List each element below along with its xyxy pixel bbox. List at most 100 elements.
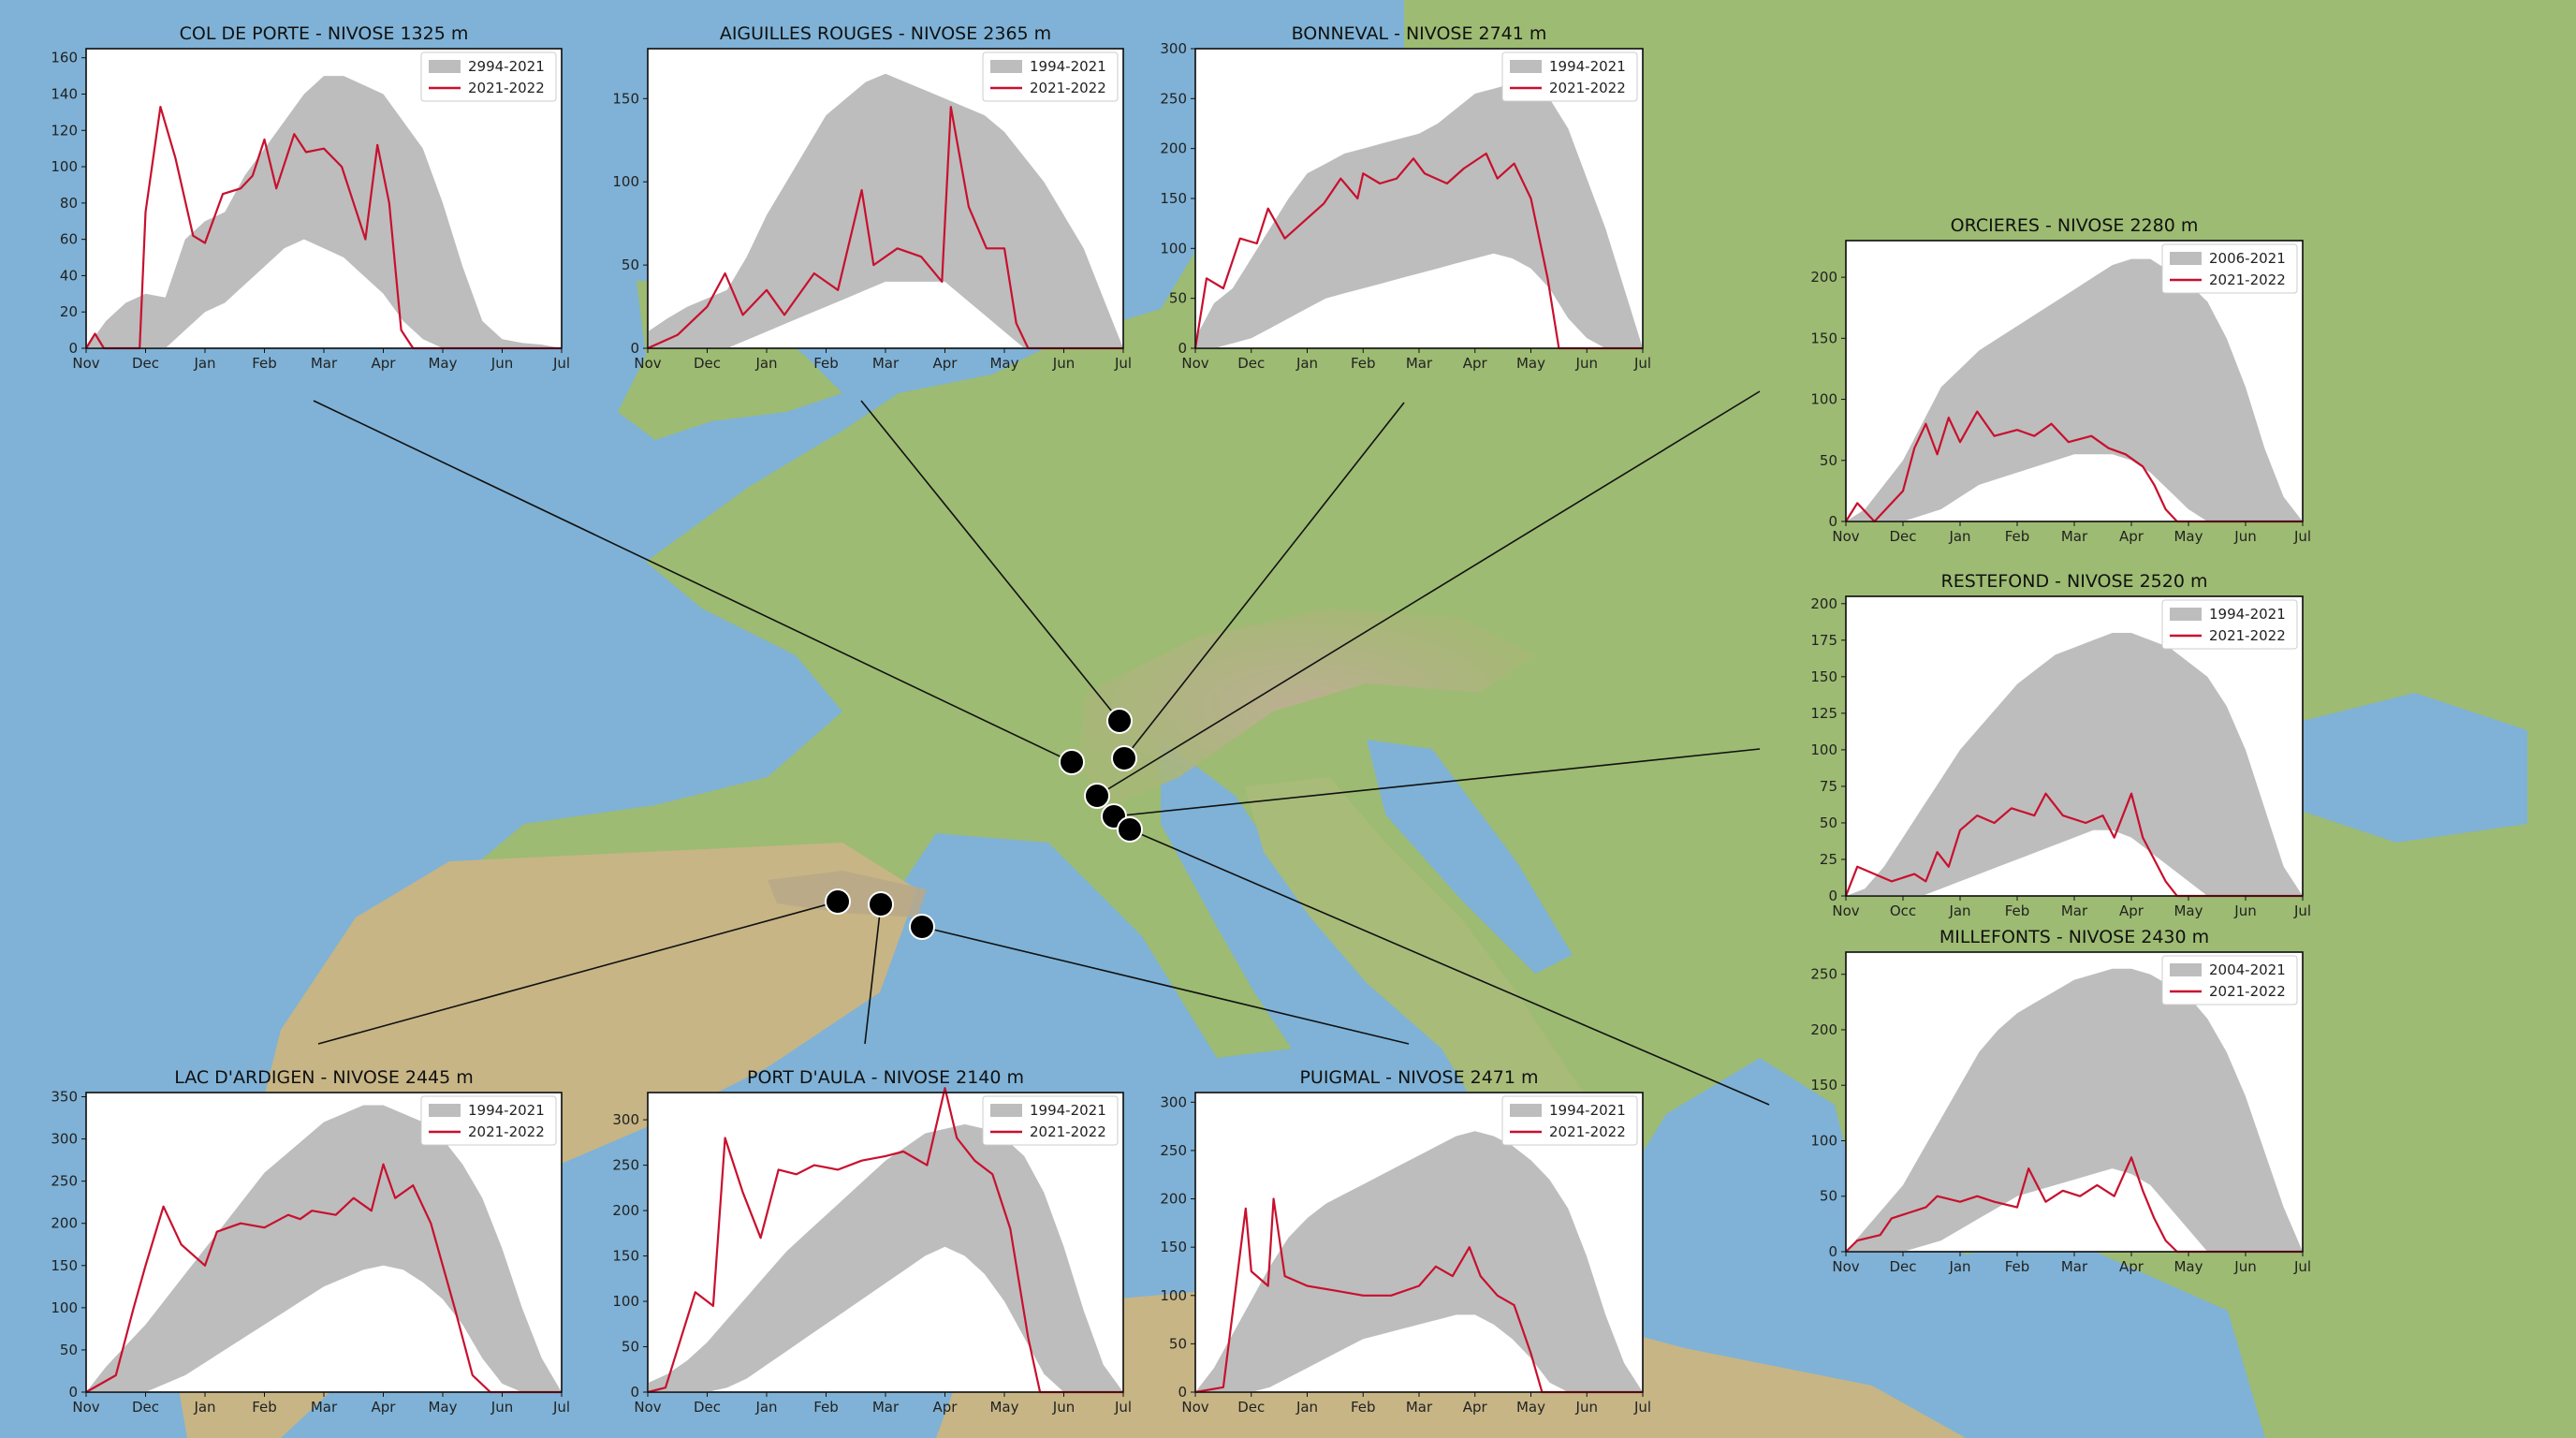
y-tick-label: 300: [612, 1111, 639, 1128]
y-tick-label: 100: [1810, 1132, 1837, 1149]
legend-band-swatch: [2170, 963, 2202, 976]
scandinavia-land: [1591, 0, 1919, 122]
legend-entry-climatology: 1994-2021: [1549, 1102, 1626, 1119]
chart-title: RESTEFOND - NIVOSE 2520 m: [1941, 571, 2208, 592]
y-tick-label: 80: [60, 195, 78, 212]
legend-band-swatch: [990, 1104, 1022, 1117]
x-tick-label: Apr: [933, 355, 959, 372]
legend-entry-season: 2021-2022: [2209, 983, 2286, 1000]
legend-band-swatch: [429, 1104, 461, 1117]
x-tick-label: Feb: [252, 1399, 277, 1416]
x-tick-label: Jan: [1948, 1258, 1970, 1275]
snow-depth-chart: LAC D'ARDIGEN - NIVOSE 2445 m Nov Dec Jan Fe…: [19, 1063, 571, 1418]
season-2021-2022-line: [647, 106, 1123, 350]
y-tick-label: 100: [1160, 240, 1187, 257]
x-tick-label: Mar: [2061, 528, 2088, 545]
chart-title: COL DE PORTE - NIVOSE 1325 m: [180, 23, 469, 44]
season-2021-2022-line: [85, 1163, 562, 1394]
x-tick-label: Nov: [634, 1399, 661, 1416]
x-tick-label: Jun: [490, 355, 513, 372]
y-tick-label: 200: [612, 1202, 639, 1219]
x-tick-label: Nov: [72, 1399, 99, 1416]
legend-entry-season: 2021-2022: [1030, 1123, 1106, 1140]
legend-entry-climatology: 1994-2021: [1030, 58, 1106, 75]
x-tick-label: Nov: [1181, 355, 1208, 372]
x-tick-label: Jul: [1114, 1399, 1132, 1416]
season-2021-2022-line: [647, 1087, 1123, 1394]
x-tick-label: Jun: [1052, 355, 1075, 372]
season-2021-2022-line: [1844, 792, 2303, 898]
legend-entry-season: 2021-2022: [2209, 271, 2286, 288]
x-tick-label: Mar: [1406, 1399, 1433, 1416]
x-tick-label: Jul: [552, 355, 570, 372]
y-tick-label: 50: [1820, 1188, 1837, 1205]
y-tick-label: 250: [1810, 966, 1837, 983]
y-tick-label: 200: [1160, 140, 1187, 157]
x-tick-label: Nov: [1832, 528, 1859, 545]
x-tick-label: Apr: [933, 1399, 959, 1416]
y-tick-label: 150: [51, 1257, 78, 1274]
legend-entry-climatology: 1994-2021: [2209, 606, 2286, 623]
y-tick-label: 50: [1169, 290, 1187, 307]
legend-entry-season: 2021-2022: [1549, 1123, 1626, 1140]
y-tick-label: 50: [622, 257, 639, 273]
x-tick-label: Apr: [2119, 528, 2144, 545]
chart-svg: AIGUILLES ROUGES - NIVOSE 2365 m Nov Dec Ja…: [612, 23, 1132, 372]
x-tick-label: Mar: [872, 355, 900, 372]
x-tick-label: Dec: [1237, 1399, 1265, 1416]
legend-entry-season: 2021-2022: [1030, 80, 1106, 96]
legend-entry-season: 2021-2022: [2209, 627, 2286, 644]
x-tick-label: Jan: [1948, 902, 1970, 919]
x-tick-label: Feb: [2005, 528, 2030, 545]
x-tick-label: Nov: [634, 355, 661, 372]
x-tick-label: May: [2174, 1258, 2203, 1275]
y-tick-label: 50: [622, 1339, 639, 1356]
x-tick-label: May: [2174, 528, 2203, 545]
climatology-band: [1846, 258, 2303, 521]
x-tick-label: Jul: [2293, 1258, 2311, 1275]
x-tick-label: May: [1516, 355, 1545, 372]
x-tick-label: Apr: [372, 1399, 397, 1416]
climatology-band: [1195, 83, 1643, 349]
y-tick-label: 100: [1810, 741, 1837, 758]
y-tick-label: 150: [1810, 668, 1837, 685]
x-tick-label: Mar: [2061, 902, 2088, 919]
y-tick-label: 175: [1810, 632, 1837, 649]
x-tick-label: Mar: [872, 1399, 900, 1416]
chart-title: AIGUILLES ROUGES - NIVOSE 2365 m: [720, 23, 1051, 44]
y-tick-label: 50: [60, 1342, 78, 1358]
y-tick-label: 250: [1160, 90, 1187, 107]
y-tick-label: 50: [1820, 452, 1837, 469]
x-tick-label: Apr: [2119, 1258, 2144, 1275]
climatology-band: [86, 1105, 562, 1392]
legend-entry-climatology: 1994-2021: [1549, 58, 1626, 75]
x-tick-label: Jan: [754, 1399, 777, 1416]
x-tick-label: Apr: [1463, 355, 1488, 372]
y-tick-label: 350: [51, 1089, 78, 1106]
y-tick-label: 60: [60, 231, 78, 248]
y-tick-label: 100: [612, 173, 639, 190]
x-tick-label: May: [428, 1399, 457, 1416]
y-tick-label: 50: [1820, 814, 1837, 831]
y-tick-label: 300: [51, 1131, 78, 1148]
x-tick-label: Feb: [813, 1399, 839, 1416]
x-tick-label: Jun: [1052, 1399, 1075, 1416]
legend-entry-season: 2021-2022: [468, 80, 545, 96]
x-tick-label: Dec: [1889, 1258, 1916, 1275]
y-tick-label: 150: [1160, 190, 1187, 207]
chart-svg: MILLEFONTS - NIVOSE 2430 m Nov Dec Jan Feb Ma…: [1810, 927, 2311, 1275]
y-tick-label: 150: [612, 1248, 639, 1265]
x-tick-label: Jan: [1295, 355, 1318, 372]
chart-svg: COL DE PORTE - NIVOSE 1325 m Nov Dec Jan Feb…: [51, 23, 570, 372]
y-tick-label: 300: [1160, 40, 1187, 57]
x-tick-label: Dec: [694, 1399, 721, 1416]
x-tick-label: Feb: [2005, 1258, 2030, 1275]
x-tick-label: Mar: [2061, 1258, 2088, 1275]
legend-band-swatch: [990, 60, 1022, 73]
season-2021-2022-line: [85, 105, 562, 350]
x-tick-label: Jul: [2293, 902, 2311, 919]
x-tick-label: Jun: [2233, 902, 2256, 919]
x-tick-label: May: [2174, 902, 2203, 919]
season-2021-2022-line: [1845, 1156, 2303, 1254]
chart-title: PUIGMAL - NIVOSE 2471 m: [1299, 1067, 1538, 1088]
